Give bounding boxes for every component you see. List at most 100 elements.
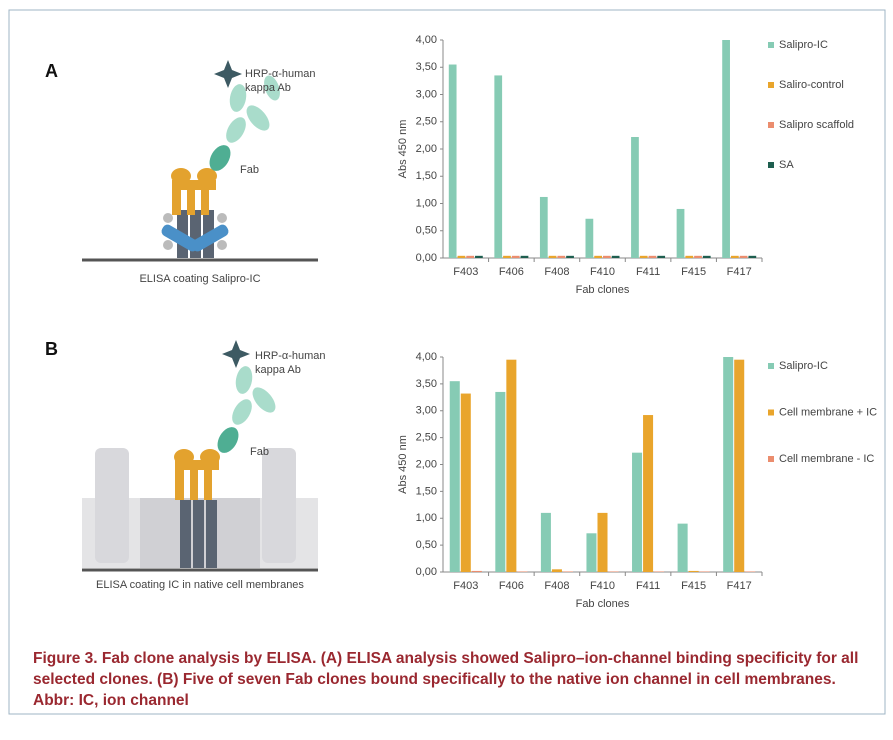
y-tick-label: 2,00	[416, 458, 437, 470]
bar	[549, 256, 557, 258]
x-tick-label: F411	[636, 580, 660, 592]
bar	[586, 219, 594, 258]
x-tick-label: F406	[499, 580, 524, 592]
bar	[540, 197, 548, 258]
bar	[685, 256, 693, 258]
bar	[678, 524, 688, 572]
legend-label: Saliro-control	[779, 79, 844, 91]
bar	[475, 256, 483, 258]
y-axis-title: Abs 450 nm	[397, 120, 409, 179]
x-tick-label: F408	[544, 580, 569, 592]
legend-swatch	[768, 122, 774, 128]
y-tick-label: 3,00	[416, 405, 437, 417]
bar	[472, 571, 482, 572]
bar	[689, 571, 699, 572]
bar	[723, 357, 733, 572]
diagram-label: kappa Ab	[255, 364, 301, 376]
bar	[503, 256, 511, 258]
bar	[461, 394, 471, 572]
legend-label: Salipro-IC	[779, 39, 828, 51]
bar	[700, 571, 710, 572]
bar	[495, 392, 505, 572]
bar	[631, 137, 639, 258]
legend-swatch	[768, 82, 774, 88]
y-tick-label: 4,00	[416, 34, 437, 46]
bar	[734, 360, 744, 572]
bar	[657, 256, 665, 258]
x-tick-label: F406	[499, 266, 524, 278]
bar	[512, 256, 520, 258]
legend-label: Cell membrane + IC	[779, 406, 877, 418]
x-tick-label: F410	[590, 580, 615, 592]
diagram-label: kappa Ab	[245, 82, 291, 94]
x-tick-label: F410	[590, 266, 615, 278]
y-tick-label: 1,50	[416, 485, 437, 497]
y-axis-title: Abs 450 nm	[397, 435, 409, 494]
bar	[466, 256, 474, 258]
panel-label: B	[45, 339, 58, 359]
legend-swatch	[768, 363, 774, 369]
panel-label: A	[45, 61, 58, 81]
y-tick-label: 3,50	[416, 378, 437, 390]
x-axis-title: Fab clones	[576, 284, 630, 296]
legend-label: SA	[779, 159, 794, 171]
legend-label: Salipro-IC	[779, 360, 828, 372]
figure: A HRP-α-human kappa Ab Fab ELISA coating…	[0, 0, 893, 740]
y-tick-label: 4,00	[416, 351, 437, 363]
y-tick-label: 0,50	[416, 539, 437, 551]
caption-title: Figure 3. Fab clone analysis by ELISA.	[33, 650, 316, 667]
x-tick-label: F415	[681, 266, 706, 278]
bar	[563, 571, 573, 572]
bar	[722, 40, 730, 258]
y-tick-label: 1,50	[416, 170, 437, 182]
y-tick-label: 2,00	[416, 143, 437, 155]
figure-caption: Figure 3. Fab clone analysis by ELISA. (…	[33, 648, 863, 711]
y-tick-label: 2,50	[416, 432, 437, 444]
diagram-caption: ELISA coating Salipro-IC	[139, 273, 260, 285]
bar	[748, 256, 756, 258]
bar	[649, 256, 657, 258]
bar	[632, 453, 642, 572]
y-tick-label: 3,00	[416, 88, 437, 100]
bar	[643, 415, 653, 572]
legend-label: Salipro scaffold	[779, 119, 854, 131]
bar	[609, 571, 619, 572]
bar	[640, 256, 648, 258]
y-tick-label: 2,50	[416, 116, 437, 128]
bar	[612, 256, 620, 258]
legend-swatch	[768, 456, 774, 462]
bar	[703, 256, 711, 258]
x-tick-label: F403	[453, 580, 478, 592]
bar	[506, 360, 516, 572]
x-tick-label: F403	[453, 266, 478, 278]
bar	[557, 256, 565, 258]
x-tick-label: F415	[681, 580, 706, 592]
y-tick-label: 0,50	[416, 225, 437, 237]
bar	[677, 209, 685, 258]
bar	[731, 256, 739, 258]
diagram-label: Fab	[240, 164, 259, 176]
bar	[597, 513, 607, 572]
y-tick-label: 1,00	[416, 197, 437, 209]
diagram-label: HRP-α-human	[255, 350, 326, 362]
y-tick-label: 1,00	[416, 512, 437, 524]
x-tick-label: F417	[727, 580, 752, 592]
page: A HRP-α-human kappa Ab Fab ELISA coating…	[0, 0, 893, 740]
bar	[740, 256, 748, 258]
bar	[603, 256, 611, 258]
bar	[694, 256, 702, 258]
y-tick-label: 0,00	[416, 252, 437, 264]
legend-swatch	[768, 162, 774, 168]
y-tick-label: 3,50	[416, 61, 437, 73]
diagram-caption: ELISA coating IC in native cell membrane…	[96, 579, 304, 591]
diagram-label: Fab	[250, 446, 269, 458]
x-tick-label: F408	[544, 266, 569, 278]
figure-frame	[9, 10, 885, 714]
bar	[566, 256, 574, 258]
bar	[494, 75, 502, 258]
bar	[458, 256, 466, 258]
x-tick-label: F417	[727, 266, 752, 278]
bar	[586, 533, 596, 572]
bar	[450, 381, 460, 572]
legend-swatch	[768, 410, 774, 416]
